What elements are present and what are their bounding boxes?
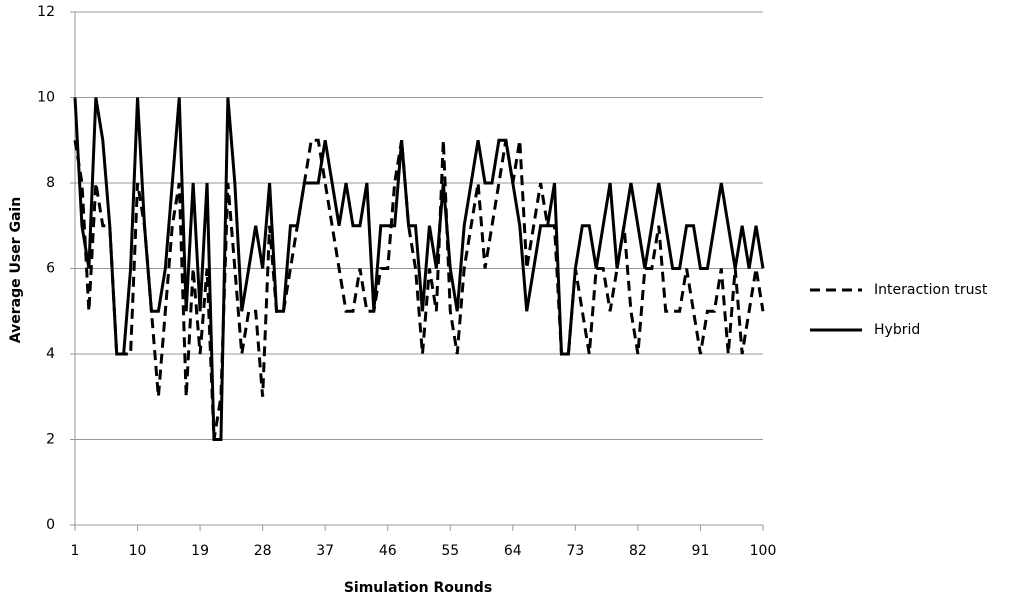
y-tick-label: 6 (46, 261, 55, 277)
legend-label: Hybrid (874, 322, 920, 338)
x-tick-label: 100 (750, 543, 777, 559)
x-tick-label: 64 (504, 543, 522, 559)
line-series (73, 97, 765, 441)
legend-label: Interaction trust (874, 282, 988, 298)
x-tick-label: 91 (692, 543, 710, 559)
y-tick-label: 2 (46, 432, 55, 448)
x-tick-label: 19 (191, 543, 209, 559)
x-tick-label: 82 (629, 543, 647, 559)
x-tick-label: 55 (441, 543, 459, 559)
x-tick-label: 1 (71, 543, 80, 559)
x-tick-label: 10 (129, 543, 147, 559)
y-tick-label: 4 (46, 346, 55, 362)
y-tick-label: 0 (46, 517, 55, 533)
x-tick-label: 46 (379, 543, 397, 559)
y-tick-label: 8 (46, 175, 55, 191)
y-axis-label: Average User Gain (8, 197, 24, 343)
line-series (73, 138, 765, 440)
x-tick-label: 37 (316, 543, 334, 559)
x-tick-label: 73 (566, 543, 584, 559)
y-tick-label: 10 (37, 90, 55, 106)
y-tick-label: 12 (37, 4, 55, 20)
x-tick-label: 28 (254, 543, 272, 559)
x-axis-label: Simulation Rounds (344, 580, 492, 596)
